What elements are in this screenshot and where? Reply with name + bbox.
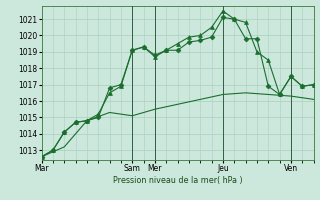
X-axis label: Pression niveau de la mer( hPa ): Pression niveau de la mer( hPa ) bbox=[113, 176, 243, 185]
